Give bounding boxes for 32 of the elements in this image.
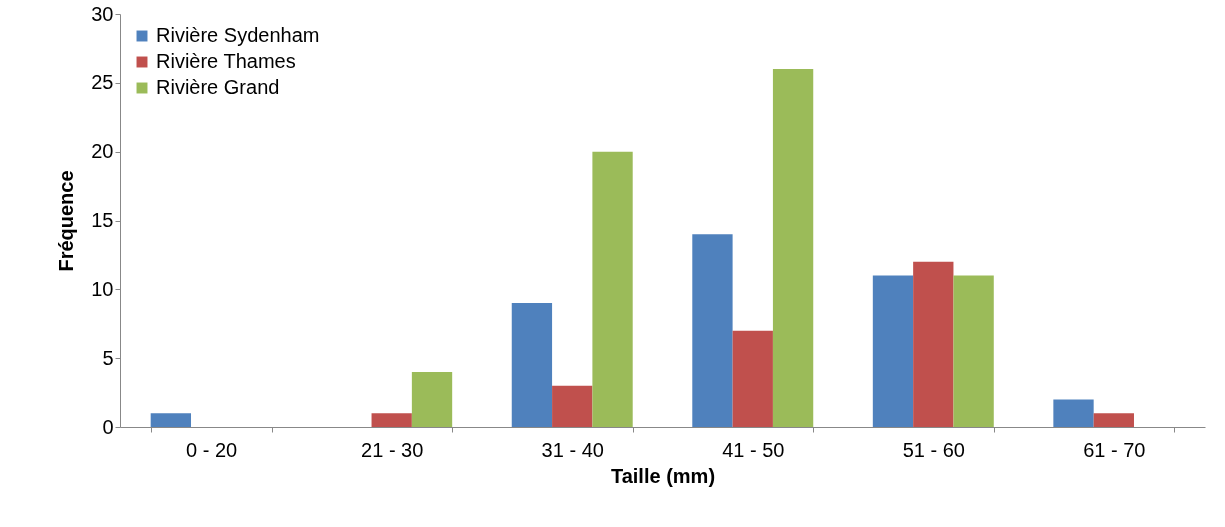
x-tick-label: 0 - 20 <box>186 438 238 461</box>
bar <box>692 234 733 427</box>
y-tick-label: 20 <box>91 140 114 163</box>
bar <box>1093 413 1134 427</box>
y-axis-title: Fréquence <box>55 170 78 272</box>
bar <box>772 69 814 427</box>
y-tick-label: 15 <box>91 209 114 231</box>
bar <box>592 151 633 427</box>
legend-label: Rivière Sydenham <box>156 24 320 46</box>
x-tick-label: 21 - 30 <box>361 438 424 461</box>
legend-label: Rivière Grand <box>156 76 280 98</box>
bar <box>552 385 593 427</box>
bar <box>872 275 914 427</box>
x-tick-label: 61 - 70 <box>1083 438 1146 461</box>
bar <box>1053 399 1094 427</box>
x-tick-label: 41 - 50 <box>722 438 785 461</box>
legend-label: Rivière Thames <box>156 50 296 72</box>
bar <box>511 303 553 427</box>
y-tick-label: 5 <box>102 346 114 369</box>
bar <box>371 413 412 427</box>
bar <box>150 413 192 427</box>
x-tick-label: 51 - 60 <box>902 438 965 461</box>
x-tick-label: 31 - 40 <box>541 438 604 461</box>
y-tick-label: 30 <box>91 2 114 25</box>
bar <box>913 261 954 427</box>
bar <box>953 275 994 427</box>
bar <box>411 371 453 427</box>
bar <box>732 330 773 427</box>
y-tick-label: 25 <box>91 71 114 94</box>
x-axis-title: Taille (mm) <box>610 464 716 487</box>
y-tick-label: 0 <box>102 415 114 438</box>
y-tick-label: 10 <box>91 277 114 300</box>
